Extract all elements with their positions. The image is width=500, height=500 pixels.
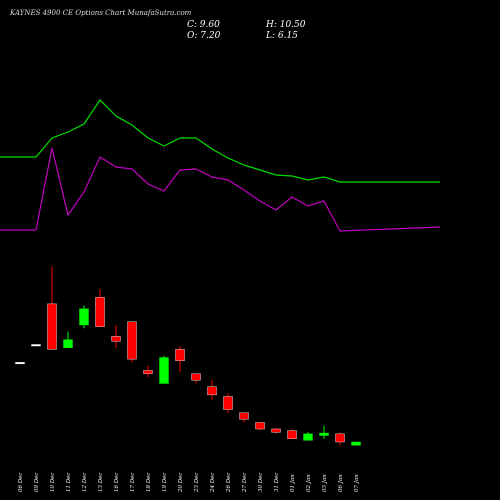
candle-body [31, 344, 41, 347]
candle-body [175, 349, 185, 361]
candle-body [15, 362, 25, 365]
open-value: O: 7.20 [187, 31, 221, 41]
x-tick-label: 31 Dec [274, 473, 280, 493]
x-tick-label: 27 Dec [242, 473, 248, 494]
x-tick-label: 23 Dec [194, 473, 200, 494]
candle-body [255, 422, 265, 430]
x-tick-label: 19 Dec [162, 473, 168, 493]
x-tick-label: 07 Jan [354, 474, 360, 492]
chart-title: KAYNES 4900 CE Options Chart MunafaSutra… [10, 9, 192, 17]
x-tick-label: 13 Dec [98, 473, 104, 493]
close-value: C: 9.60 [187, 20, 220, 30]
low-value: L: 6.15 [266, 31, 298, 41]
indicator-line-1 [0, 99, 440, 183]
candle-body [351, 441, 361, 446]
x-tick-label: 26 Dec [226, 473, 232, 494]
x-tick-label: 02 Jan [306, 474, 312, 492]
candle-body [191, 373, 201, 381]
x-tick-label: 24 Dec [210, 473, 216, 494]
x-tick-label: 12 Dec [82, 473, 88, 493]
x-tick-label: 30 Dec [258, 473, 264, 493]
x-tick-label: 03 Jan [322, 474, 328, 492]
candle-body [47, 303, 57, 350]
candle-body [111, 336, 121, 342]
candle-body [79, 308, 89, 326]
x-tick-label: 18 Dec [146, 473, 152, 493]
high-value: H: 10.50 [266, 20, 306, 30]
candle-body [239, 412, 249, 420]
candle-body [271, 428, 281, 433]
x-tick-label: 16 Dec [114, 473, 120, 493]
candle-body [335, 433, 345, 443]
candle-body [143, 370, 153, 374]
indicator-line-2 [0, 147, 441, 232]
x-tick-label: 06 Jan [338, 474, 344, 492]
candle-body [207, 386, 217, 396]
x-tick-label: 17 Dec [130, 473, 136, 493]
candle-body [95, 297, 105, 327]
candle-body [127, 321, 137, 360]
candle-body [319, 432, 329, 436]
candle-body [63, 339, 73, 348]
x-tick-label: 11 Dec [66, 473, 72, 493]
candle-body [303, 433, 313, 441]
x-tick-label: 09 Dec [34, 473, 40, 493]
x-tick-label: 01 Jan [290, 474, 296, 492]
candle-body [287, 430, 297, 439]
x-tick-label: 06 Dec [18, 473, 24, 493]
x-tick-label: 20 Dec [178, 473, 184, 494]
x-tick-label: 10 Dec [50, 473, 56, 493]
candle-body [159, 357, 169, 384]
candle-body [223, 396, 233, 410]
